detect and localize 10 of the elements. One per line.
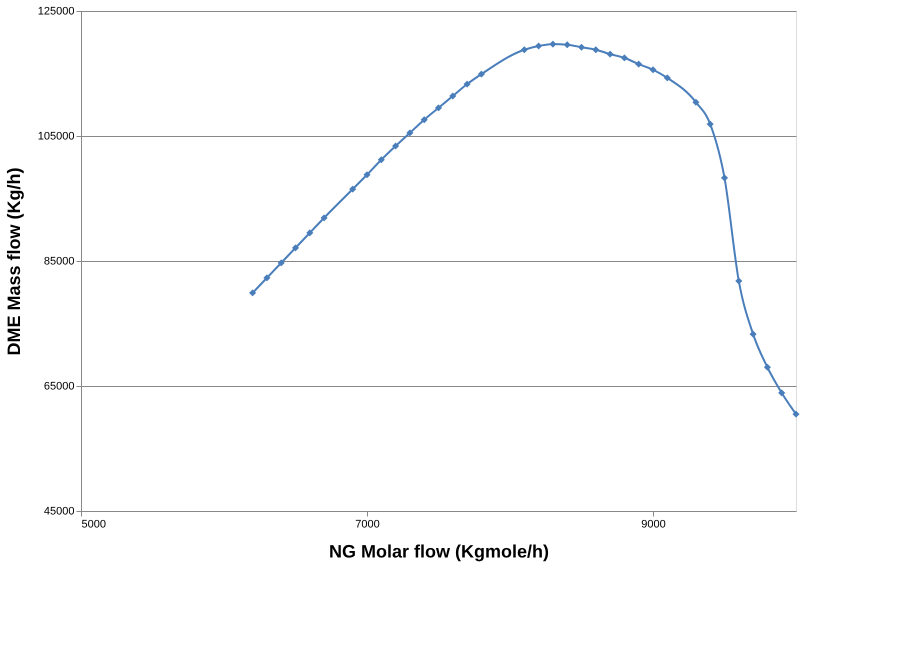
x-tick-label: 5000 [82,518,106,530]
y-tick-label: 65000 [44,380,74,392]
x-tick-label: 7000 [355,518,380,530]
y-axis-title: DME Mass flow (Kg/h) [4,167,24,356]
y-tick-label: 125000 [38,6,74,18]
y-tick-label: 45000 [44,506,74,518]
x-axis-title: NG Molar flow (Kgmole/h) [329,542,549,562]
x-tick-label: 9000 [641,518,666,530]
y-tick-label: 85000 [44,256,74,268]
y-tick-label: 105000 [38,130,74,142]
